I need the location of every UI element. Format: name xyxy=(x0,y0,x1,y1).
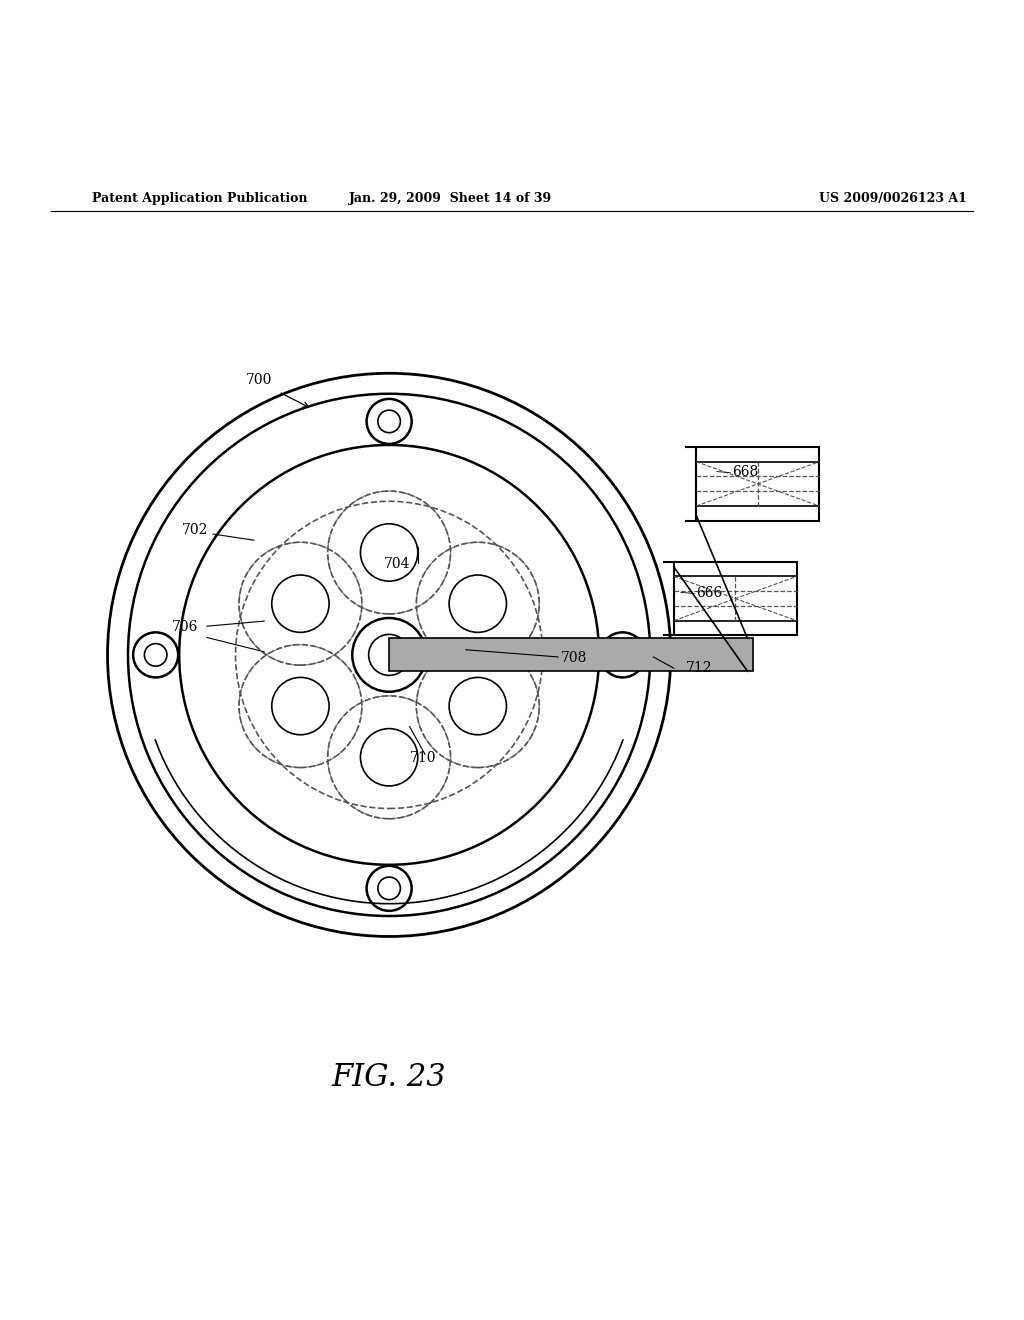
Text: FIG. 23: FIG. 23 xyxy=(332,1063,446,1093)
Text: 710: 710 xyxy=(410,751,436,766)
Text: 706: 706 xyxy=(172,620,199,635)
Text: 700: 700 xyxy=(246,372,272,387)
Text: 712: 712 xyxy=(686,661,713,676)
Text: US 2009/0026123 A1: US 2009/0026123 A1 xyxy=(819,191,967,205)
Text: 702: 702 xyxy=(182,523,209,537)
Bar xyxy=(674,562,797,635)
Text: 708: 708 xyxy=(561,651,588,665)
Text: Patent Application Publication: Patent Application Publication xyxy=(92,191,307,205)
Text: 666: 666 xyxy=(696,586,723,599)
Bar xyxy=(696,447,819,520)
Text: 704: 704 xyxy=(384,557,411,570)
Text: 668: 668 xyxy=(732,465,759,479)
Polygon shape xyxy=(389,639,753,672)
Text: Jan. 29, 2009  Sheet 14 of 39: Jan. 29, 2009 Sheet 14 of 39 xyxy=(349,191,552,205)
